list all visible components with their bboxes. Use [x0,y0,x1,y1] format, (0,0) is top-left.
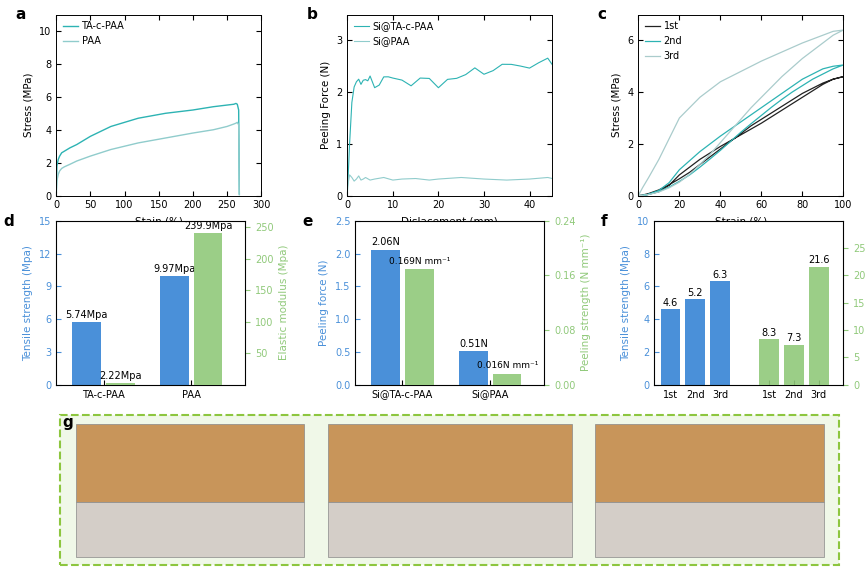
Bar [809,267,829,385]
Bar [785,345,804,385]
Y-axis label: Stress (MPa): Stress (MPa) [612,73,622,137]
X-axis label: Stain (%): Stain (%) [135,216,183,226]
Legend: 1st, 2nd, 3rd: 1st, 2nd, 3rd [644,19,684,63]
Text: d: d [3,214,14,229]
Bar [328,503,572,557]
Legend: TA-c-PAA, PAA: TA-c-PAA, PAA [61,19,126,48]
Text: 5.2: 5.2 [688,288,703,298]
Bar [76,424,304,503]
Text: c: c [598,8,606,22]
Text: 6.3: 6.3 [713,270,727,280]
Bar [328,424,572,503]
Text: b: b [306,8,317,22]
Bar [710,281,730,385]
Y-axis label: Tensile strength (Mpa): Tensile strength (Mpa) [23,245,34,361]
Text: 7.3: 7.3 [786,333,802,343]
Text: 2.22Mpa: 2.22Mpa [99,371,142,381]
Text: g: g [62,415,74,430]
Bar [160,276,189,385]
Bar [685,299,705,385]
Text: 8.3: 8.3 [762,328,777,338]
Bar [493,374,522,385]
Text: 239.9Mpa: 239.9Mpa [184,221,233,231]
Bar [194,234,222,385]
Text: 5.74Mpa: 5.74Mpa [66,310,108,320]
Text: 21.6: 21.6 [808,255,830,265]
Text: 2.06N: 2.06N [371,237,400,247]
Bar [459,352,488,385]
Bar [759,339,779,385]
Bar [371,250,400,385]
Text: f: f [601,214,608,229]
Text: 4.6: 4.6 [663,297,678,308]
X-axis label: Dislacement (mm): Dislacement (mm) [401,216,498,226]
Bar [76,503,304,557]
Y-axis label: Peeling Force (N): Peeling Force (N) [321,61,330,149]
X-axis label: Strain (%): Strain (%) [714,216,767,226]
Y-axis label: Elastic modulus (Mpa): Elastic modulus (Mpa) [279,245,290,360]
Text: 0.51N: 0.51N [459,339,488,349]
Y-axis label: Stress (MPa): Stress (MPa) [23,73,34,137]
Text: 0.016N mm⁻¹: 0.016N mm⁻¹ [477,361,538,370]
Bar [106,383,135,385]
Legend: Si@TA-c-PAA, Si@PAA: Si@TA-c-PAA, Si@PAA [352,19,436,48]
Bar [595,424,823,503]
Y-axis label: Peeling force (N): Peeling force (N) [319,260,330,346]
Text: 9.97Mpa: 9.97Mpa [153,264,195,274]
Text: a: a [16,8,26,22]
Bar [661,309,681,385]
Bar [405,269,433,385]
Y-axis label: Peeling strength (N mm⁻¹): Peeling strength (N mm⁻¹) [581,234,591,371]
Text: 0.169N mm⁻¹: 0.169N mm⁻¹ [388,257,450,266]
Text: e: e [302,214,312,229]
Bar [73,322,101,385]
Y-axis label: Tensile strength (Mpa): Tensile strength (Mpa) [621,245,631,361]
Bar [595,503,823,557]
